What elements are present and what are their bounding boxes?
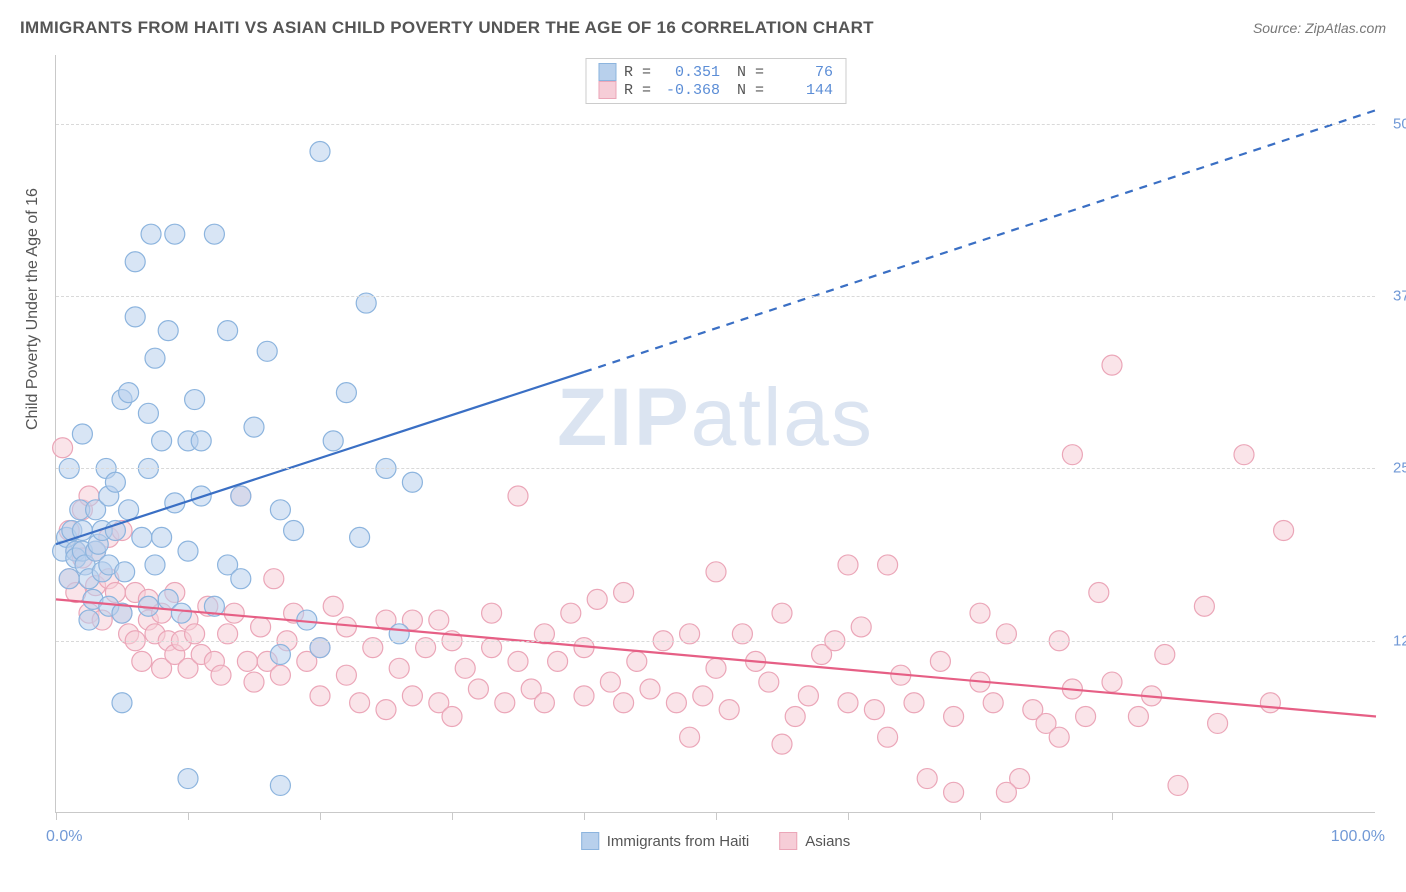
stats-legend: R = 0.351 N = 76 R = -0.368 N = 144 <box>585 58 846 104</box>
series1-swatch-bottom <box>581 832 599 850</box>
series1-swatch <box>598 63 616 81</box>
x-axis-max-label: 100.0% <box>1331 828 1385 846</box>
series2-name: Asians <box>805 833 850 850</box>
y-tick-label: 25.0% <box>1393 460 1406 477</box>
series1-r: 0.351 <box>660 64 720 81</box>
series2-swatch-bottom <box>779 832 797 850</box>
source-citation: Source: ZipAtlas.com <box>1253 20 1386 36</box>
y-tick-label: 37.5% <box>1393 288 1406 305</box>
series2-swatch <box>598 81 616 99</box>
chart-canvas <box>56 55 1375 812</box>
bottom-legend: Immigrants from Haiti Asians <box>581 832 851 850</box>
chart-title: IMMIGRANTS FROM HAITI VS ASIAN CHILD POV… <box>20 18 874 38</box>
chart-plot-area: ZIPatlas R = 0.351 N = 76 R = -0.368 N =… <box>55 55 1375 813</box>
x-axis-min-label: 0.0% <box>46 828 82 846</box>
series1-n: 76 <box>773 64 833 81</box>
series2-r: -0.368 <box>660 82 720 99</box>
y-tick-label: 12.5% <box>1393 632 1406 649</box>
y-axis-label: Child Poverty Under the Age of 16 <box>24 188 42 430</box>
y-tick-label: 50.0% <box>1393 115 1406 132</box>
series1-name: Immigrants from Haiti <box>607 833 750 850</box>
series2-n: 144 <box>773 82 833 99</box>
